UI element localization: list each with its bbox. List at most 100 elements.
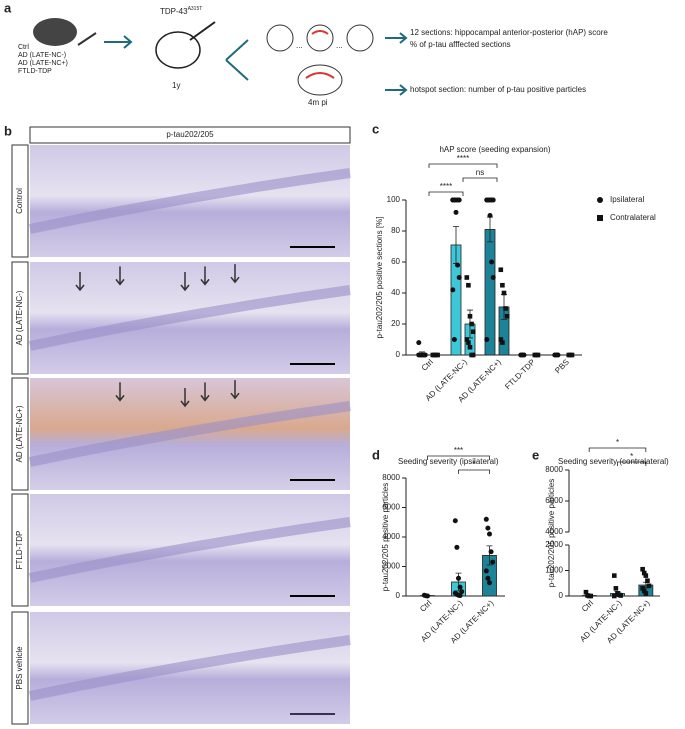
ellipsis: ... <box>296 41 303 50</box>
panel-letter: c <box>372 121 379 136</box>
readout: % of p-tau afffected sections <box>410 40 511 49</box>
data-point <box>487 213 493 218</box>
data-point <box>450 287 456 293</box>
arrow-marker <box>230 380 240 400</box>
row-label: AD (LATE-NC-) <box>15 290 24 345</box>
data-point <box>583 589 589 595</box>
data-point <box>521 352 527 358</box>
stain-header <box>29 126 351 144</box>
x-tick-label: Ctrl <box>580 598 595 613</box>
arrow-marker <box>180 272 190 292</box>
arrow-marker <box>230 264 240 284</box>
panel-letter: d <box>372 447 380 462</box>
data-point <box>485 575 491 581</box>
readout: hotspot section: number of p-tau positiv… <box>410 85 586 94</box>
data-point <box>484 337 490 342</box>
brain-icon <box>33 18 77 46</box>
legend-marker <box>597 197 603 203</box>
data-point <box>490 197 496 203</box>
y-tick-label: 0 <box>396 591 401 600</box>
significance-label: **** <box>457 154 469 163</box>
data-point <box>469 321 474 327</box>
y-tick-label: 80 <box>391 226 400 235</box>
data-point <box>490 275 496 280</box>
panel-letter: a <box>4 0 12 15</box>
data-point <box>470 329 476 335</box>
y-tick-label: 2000 <box>545 540 563 549</box>
x-tick-label: Ctrl <box>420 357 435 372</box>
arrow-marker <box>115 382 125 402</box>
data-point <box>643 573 649 578</box>
x-tick-label: Ctrl <box>418 598 433 613</box>
row-label: AD (LATE-NC+) <box>15 405 24 462</box>
data-point <box>455 262 461 268</box>
data-point <box>435 352 440 358</box>
data-point <box>500 340 505 345</box>
data-point <box>456 197 462 203</box>
data-point <box>483 568 489 574</box>
cell-layer <box>28 168 351 234</box>
y-tick-label: 4000 <box>545 527 563 536</box>
row-label: PBS vehicle <box>15 646 24 690</box>
y-tick-label: 60 <box>391 257 400 266</box>
y-tick-label: 4000 <box>382 532 400 541</box>
chart-title: Seeding severity (contralateral) <box>558 457 669 466</box>
data-point <box>453 209 459 215</box>
cell-layer <box>28 517 351 583</box>
data-point <box>489 259 495 265</box>
arrow-marker <box>115 266 125 286</box>
cell-layer <box>28 285 351 351</box>
group-label: AD (LATE-NC+) <box>18 60 68 67</box>
data-point <box>464 337 470 342</box>
data-point <box>618 593 623 598</box>
data-point <box>425 593 430 599</box>
age-label: 1y <box>172 81 180 90</box>
significance-bracket <box>458 469 490 474</box>
data-point <box>500 282 505 288</box>
data-point <box>643 591 649 596</box>
data-point <box>459 589 465 595</box>
data-point <box>457 584 463 590</box>
significance-label: *** <box>454 446 463 455</box>
ellipsis: ... <box>336 41 343 50</box>
data-point <box>466 282 471 288</box>
significance-label: * <box>472 460 475 469</box>
section-icon <box>306 24 334 52</box>
section-icon <box>346 24 374 52</box>
significance-bracket <box>427 455 490 460</box>
significance-bracket <box>588 447 647 452</box>
data-point <box>588 593 594 599</box>
y-tick-label: 6000 <box>545 496 563 505</box>
y-axis-label: p-tau202/205 positive sections [%] <box>375 217 384 339</box>
arrow <box>385 32 408 44</box>
significance-label: * <box>630 452 633 461</box>
row-label: FTLD-TDP <box>15 531 24 570</box>
readout: 12 sections: hippocampal anterior-poster… <box>410 28 608 37</box>
data-point <box>612 573 617 578</box>
error-bar <box>486 545 493 566</box>
mouse-icon <box>155 31 201 69</box>
panel-letter: e <box>532 447 539 462</box>
section-hotspot <box>305 72 335 79</box>
y-tick-label: 0 <box>396 350 401 359</box>
y-tick-label: 100 <box>387 195 401 204</box>
row-label-box <box>11 261 29 375</box>
section-hotspot <box>311 30 329 35</box>
data-point <box>470 352 476 358</box>
arrow <box>385 84 408 96</box>
y-tick-label: 1000 <box>545 566 563 575</box>
data-point <box>416 340 422 346</box>
row-label-box <box>11 377 29 491</box>
data-point <box>504 313 510 319</box>
data-point <box>487 531 492 537</box>
cell-layer <box>28 401 351 467</box>
histology-panel: Control AD (LATE-NC-) AD (LATE-NC+) FTLD-TD… <box>11 144 351 725</box>
significance-bracket <box>462 177 498 182</box>
group-label: FTLD-TDP <box>18 68 52 75</box>
group-label: AD (LATE-NC-) <box>18 52 66 59</box>
data-point <box>457 593 463 599</box>
y-tick-label: 2000 <box>382 562 400 571</box>
data-point <box>641 570 647 576</box>
data-point <box>646 583 652 589</box>
data-point <box>640 566 645 572</box>
